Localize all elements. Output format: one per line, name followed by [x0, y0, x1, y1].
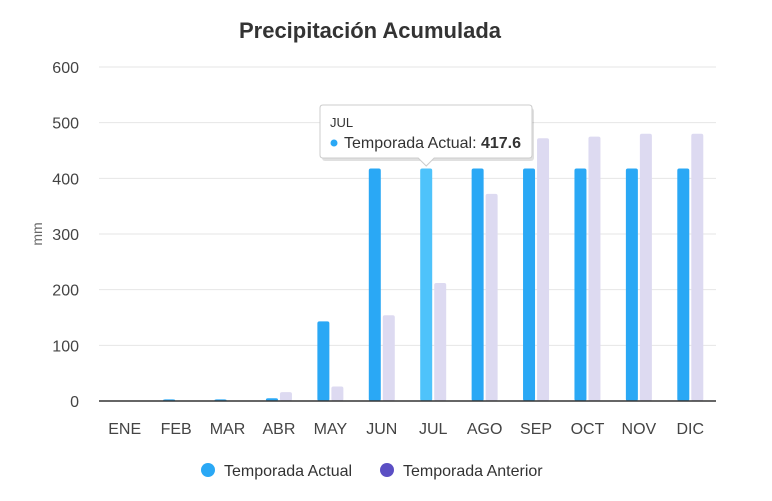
- tooltip-series-dot: [330, 139, 338, 147]
- legend-marker: [201, 463, 215, 477]
- bar-temporada-actual[interactable]: [471, 168, 484, 401]
- legend-item[interactable]: Temporada Anterior: [380, 463, 543, 480]
- legend-label: Temporada Anterior: [403, 463, 543, 480]
- x-axis-ticks: ENE FEB MAR ABR MAY JUN JUL AGO SEP OCT NOV DIC: [108, 421, 704, 438]
- bar-temporada-actual[interactable]: [677, 168, 690, 401]
- legend-item[interactable]: Temporada Actual: [201, 463, 352, 480]
- x-tick-label: ABR: [263, 421, 296, 438]
- y-tick-label: 500: [52, 116, 79, 133]
- x-tick-label: OCT: [571, 421, 605, 438]
- x-tick-label: JUL: [419, 421, 448, 438]
- bar-temporada-anterior[interactable]: [331, 386, 344, 401]
- bar-temporada-anterior[interactable]: [434, 282, 447, 401]
- x-tick-label: MAY: [314, 421, 348, 438]
- legend-label: Temporada Actual: [224, 463, 352, 480]
- x-tick-label: SEP: [520, 421, 552, 438]
- bar-temporada-anterior[interactable]: [279, 392, 292, 401]
- y-axis-ticks: 0 100 200 300 400 500 600: [52, 60, 79, 411]
- x-tick-label: DIC: [677, 421, 705, 438]
- bar-temporada-actual[interactable]: [523, 168, 536, 401]
- bar-temporada-anterior[interactable]: [382, 315, 395, 401]
- x-tick-label: ENE: [108, 421, 141, 438]
- tooltip-value: 417.6: [481, 135, 521, 152]
- x-tick-label: AGO: [467, 421, 503, 438]
- x-tick-label: FEB: [161, 421, 192, 438]
- y-tick-label: 300: [52, 227, 79, 244]
- bar-temporada-actual[interactable]: [574, 168, 587, 401]
- legend: Temporada Actual Temporada Anterior: [201, 463, 543, 480]
- x-tick-label: MAR: [210, 421, 246, 438]
- legend-marker: [380, 463, 394, 477]
- tooltip-box: [319, 104, 533, 167]
- bar-temporada-actual[interactable]: [420, 168, 433, 401]
- tooltip-series-label: Temporada Actual: 417.6: [344, 135, 521, 152]
- tooltip: JUL Temporada Actual: 417.6: [319, 104, 534, 167]
- bar-temporada-actual[interactable]: [368, 168, 381, 401]
- bar-temporada-actual[interactable]: [317, 321, 330, 401]
- chart-title: Precipitación Acumulada: [239, 18, 502, 43]
- bars: [111, 133, 704, 402]
- y-tick-label: 400: [52, 171, 79, 188]
- y-tick-label: 0: [70, 394, 79, 411]
- bar-temporada-anterior[interactable]: [588, 136, 601, 402]
- y-tick-label: 100: [52, 338, 79, 355]
- y-tick-label: 200: [52, 283, 79, 300]
- x-tick-label: NOV: [622, 421, 657, 438]
- tooltip-header: JUL: [330, 115, 353, 130]
- y-tick-label: 600: [52, 60, 79, 77]
- bar-temporada-anterior[interactable]: [485, 193, 498, 401]
- bar-temporada-anterior[interactable]: [537, 138, 550, 401]
- x-tick-label: JUN: [366, 421, 397, 438]
- bar-temporada-actual[interactable]: [625, 168, 638, 401]
- bar-temporada-anterior[interactable]: [691, 133, 704, 402]
- bar-temporada-anterior[interactable]: [639, 133, 652, 402]
- y-axis-label: mm: [29, 222, 45, 245]
